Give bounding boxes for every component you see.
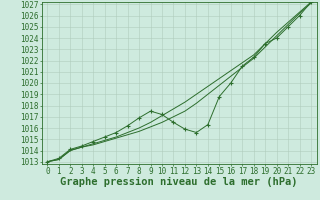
X-axis label: Graphe pression niveau de la mer (hPa): Graphe pression niveau de la mer (hPa) bbox=[60, 177, 298, 187]
